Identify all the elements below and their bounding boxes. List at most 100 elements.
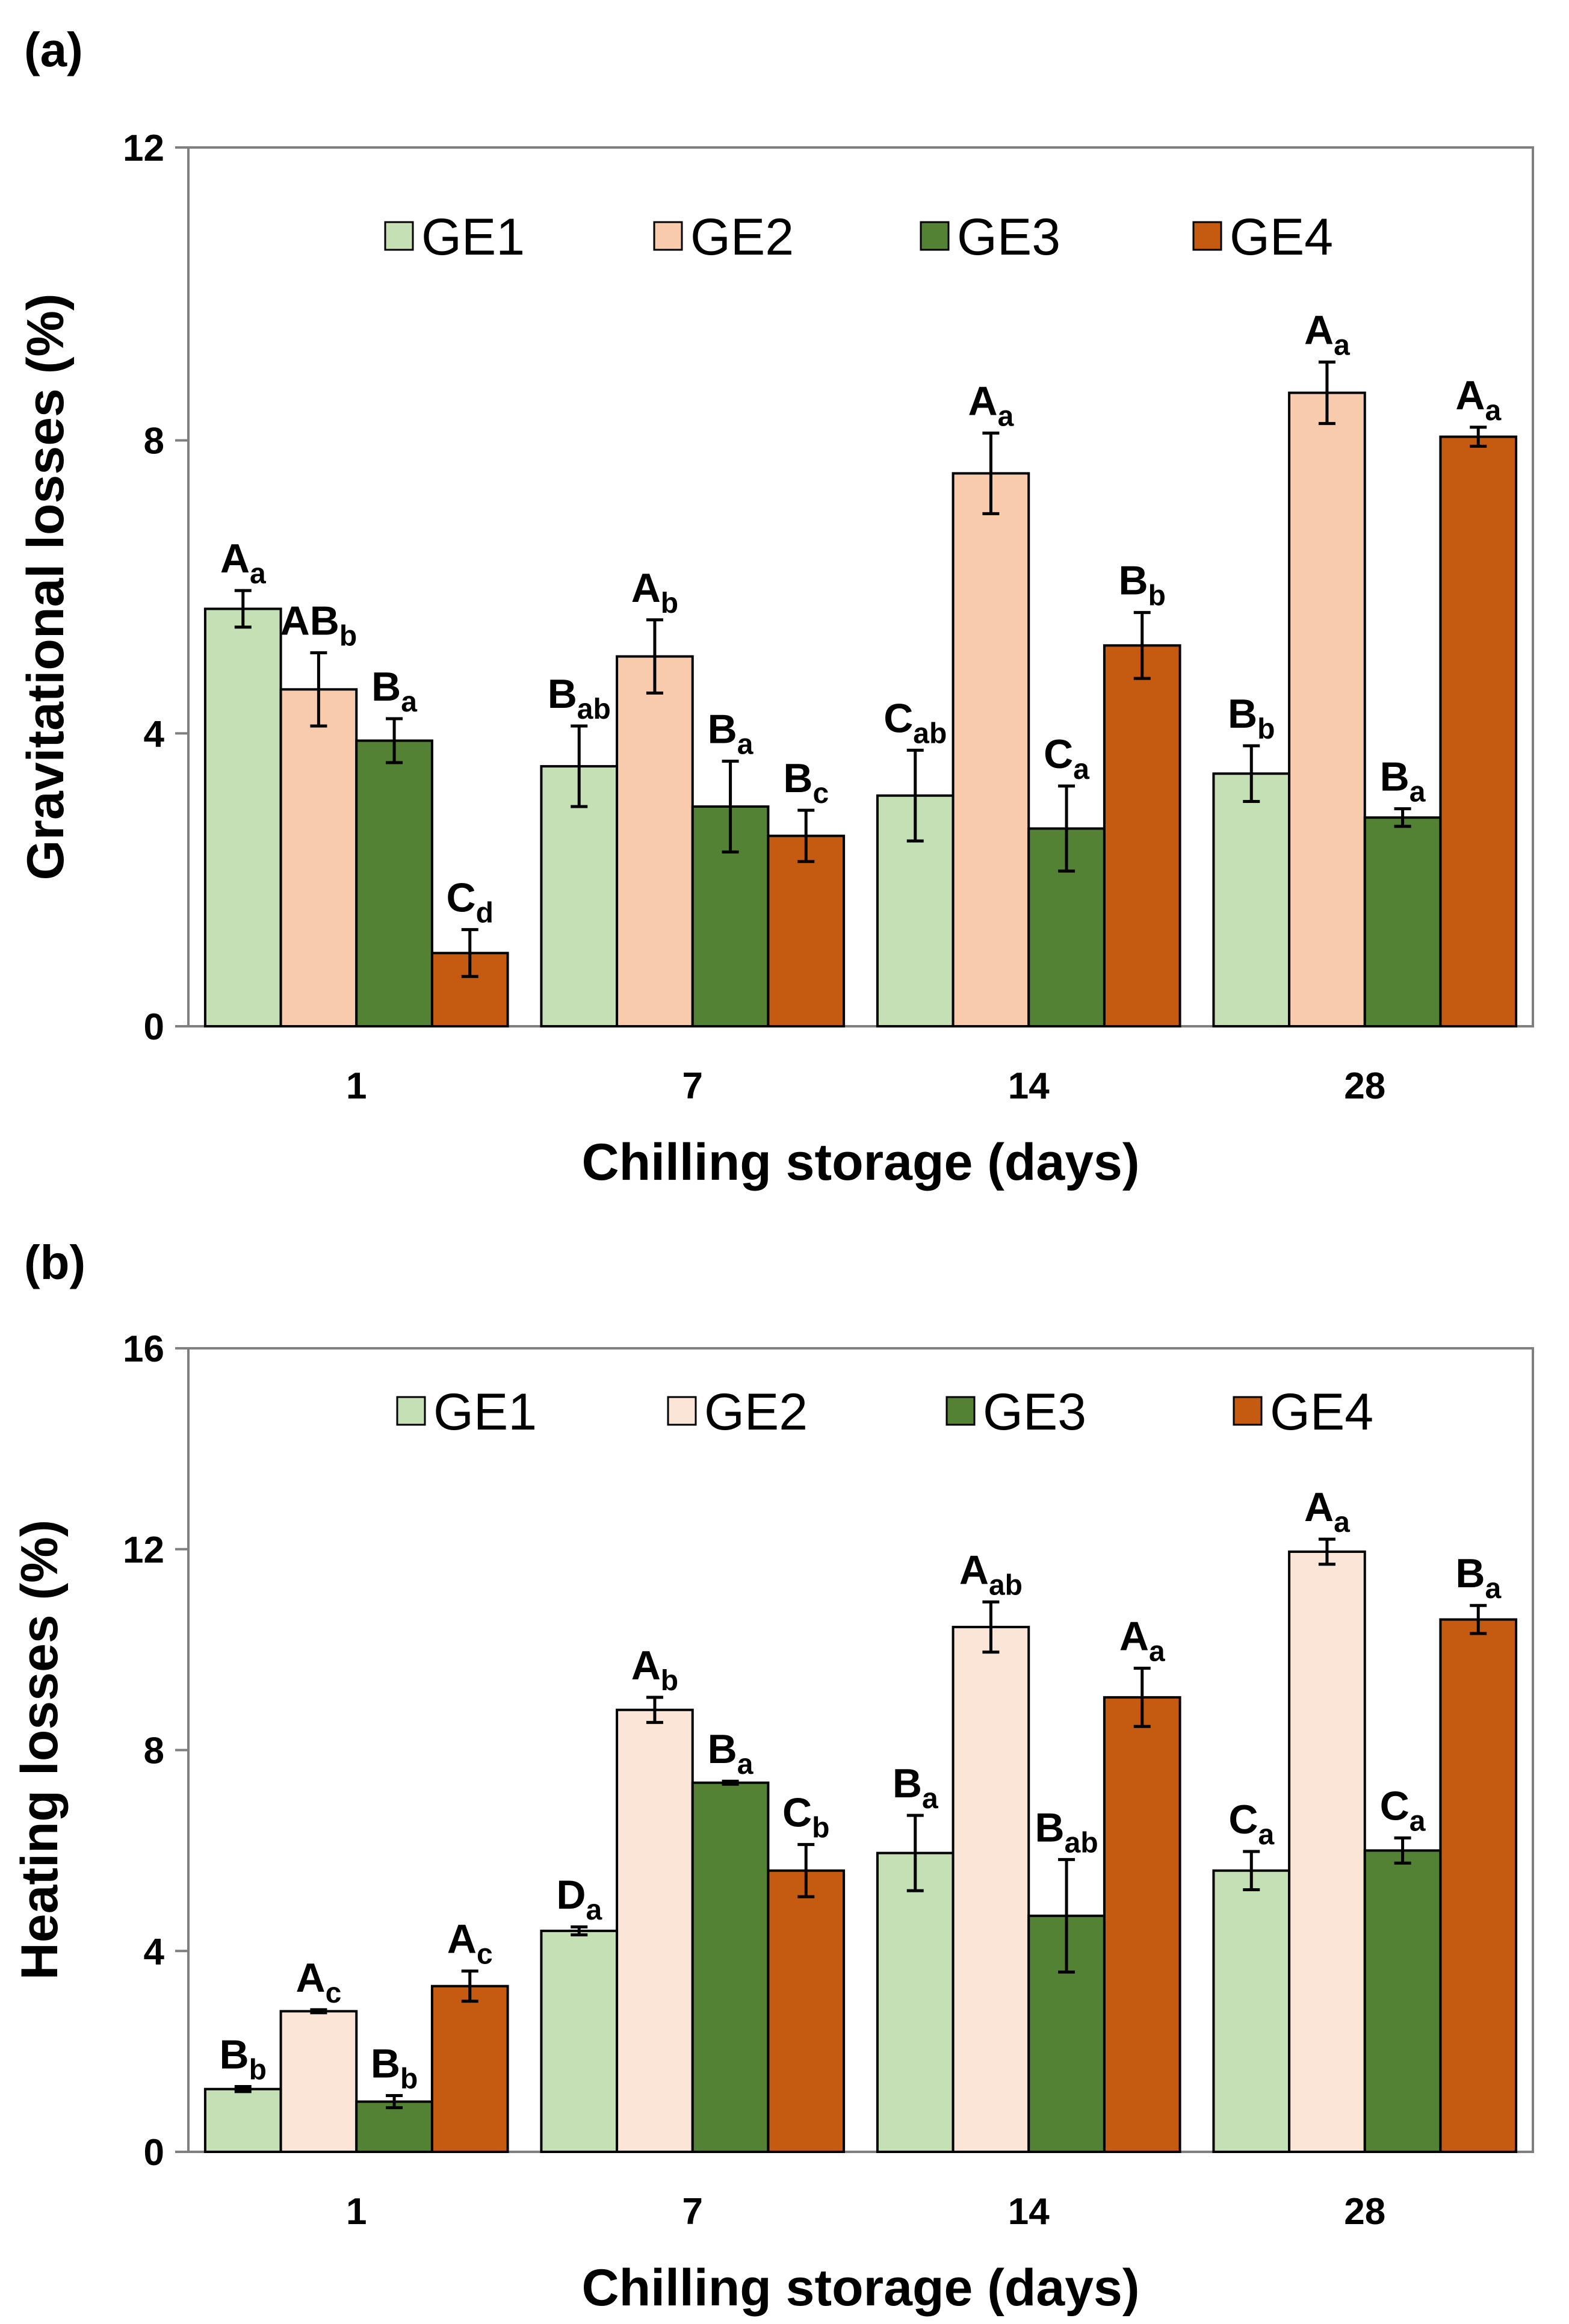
legend-swatch-ge1: [384, 221, 414, 251]
bar-ge3-day-28: [1363, 816, 1442, 1027]
bar-ge2-day-7: [616, 655, 694, 1028]
bar-ge4-day-7: [767, 834, 846, 1027]
x-axis-title: Chilling storage (days): [581, 1133, 1139, 1191]
legend-label-ge3: GE3: [983, 1383, 1086, 1441]
legend-label-ge3: GE3: [957, 208, 1060, 266]
significance-label: Ba: [371, 664, 417, 718]
y-tick-label: 12: [123, 1529, 164, 1571]
y-tick-label: 8: [144, 421, 164, 462]
bar-ge4-day-28: [1439, 1618, 1518, 2153]
significance-label: Da: [556, 1872, 602, 1926]
significance-label: Bc: [783, 755, 829, 810]
y-tick-label: 16: [123, 1328, 164, 1370]
bar-ge2-day-1: [279, 688, 358, 1028]
significance-label: Bb: [1228, 691, 1275, 745]
significance-label: Bab: [1035, 1805, 1098, 1859]
significance-label: Aa: [1304, 307, 1350, 361]
significance-label: Ba: [1455, 1551, 1501, 1605]
legend-label-ge2: GE2: [704, 1383, 808, 1441]
x-tick-label: 7: [682, 2191, 703, 2233]
legend-label-ge4: GE4: [1270, 1383, 1373, 1441]
significance-label: Ac: [447, 1917, 493, 1971]
significance-label: Ca: [1228, 1797, 1274, 1851]
significance-label: Ba: [708, 1726, 754, 1780]
significance-label: Ba: [893, 1761, 938, 1815]
y-tick-label: 4: [144, 713, 165, 755]
bar-ge1-day-1: [203, 2087, 282, 2153]
x-tick-label: 14: [1008, 2191, 1050, 2233]
legend-swatch-ge2: [653, 221, 683, 251]
bar-ge4-day-14: [1103, 1696, 1181, 2153]
significance-label: ABb: [280, 598, 357, 652]
plot-frame: [187, 146, 1534, 1027]
y-tick-label: 0: [144, 1006, 164, 1048]
y-tick-label: 12: [123, 128, 164, 169]
x-tick-label: 1: [346, 1065, 367, 1107]
x-axis-title: Chilling storage (days): [581, 2259, 1139, 2317]
x-tick-label: 1: [346, 2191, 367, 2233]
significance-label: Ca: [1044, 731, 1089, 786]
bar-ge4-day-14: [1103, 644, 1181, 1028]
bar-ge2-day-28: [1288, 1550, 1366, 2153]
legend-label-ge1: GE1: [433, 1383, 537, 1441]
significance-label: Ba: [708, 707, 754, 761]
bar-ge1-day-28: [1212, 1869, 1291, 2153]
significance-label: Bb: [220, 2032, 267, 2086]
significance-label: Aa: [1455, 373, 1501, 427]
bar-ge3-day-7: [691, 1781, 770, 2153]
bar-ge4-day-28: [1439, 435, 1518, 1027]
significance-label: Bb: [1119, 558, 1166, 612]
legend-label-ge4: GE4: [1230, 208, 1333, 266]
significance-label: Cd: [447, 875, 494, 929]
significance-label: Ab: [631, 565, 678, 619]
significance-label: Aab: [959, 1547, 1023, 1601]
panel-label: (b): [24, 1236, 85, 1289]
x-tick-label: 14: [1008, 1065, 1050, 1107]
chart-panel-b: (b) 0 4 8 12 16 Heating losses (%) Chilling sto…: [11, 1236, 1534, 2317]
x-tick-label: 28: [1344, 2191, 1385, 2233]
bar-ge1-day-1: [203, 607, 282, 1027]
bar-ge1-day-7: [540, 765, 619, 1028]
significance-label: Ab: [631, 1643, 678, 1697]
bar-ge1-day-14: [876, 1851, 955, 2153]
bar-ge3-day-1: [355, 739, 433, 1027]
x-tick-label: 7: [682, 1065, 703, 1107]
significance-label: Aa: [1304, 1484, 1350, 1538]
legend-swatch-ge3: [920, 221, 950, 251]
panel-label: (a): [24, 23, 83, 76]
legend-swatch-ge1: [396, 1396, 426, 1426]
bar-ge2-day-14: [952, 472, 1030, 1027]
y-axis-title: Gravitational losses (%): [17, 294, 75, 881]
significance-label: Cab: [884, 695, 947, 749]
legend-swatch-ge4: [1233, 1396, 1263, 1426]
significance-label: Bab: [548, 671, 611, 725]
significance-label: Bb: [371, 2041, 418, 2095]
significance-label: Aa: [220, 536, 266, 590]
legend-label-ge2: GE2: [690, 208, 794, 266]
bar-ge2-day-1: [279, 2010, 358, 2153]
significance-label: Ba: [1380, 754, 1426, 808]
y-tick-label: 8: [144, 1731, 164, 1772]
legend-swatch-ge3: [945, 1396, 976, 1426]
legend-swatch-ge4: [1192, 221, 1222, 251]
y-axis-title: Heating losses (%): [11, 1520, 69, 1980]
bar-ge1-day-28: [1212, 772, 1291, 1027]
bar-ge2-day-7: [616, 1708, 694, 2153]
bar-ge4-day-1: [430, 1985, 509, 2153]
significance-label: Aa: [968, 379, 1014, 433]
x-tick-label: 28: [1344, 1065, 1385, 1107]
legend-label-ge1: GE1: [421, 208, 525, 266]
significance-label: Cb: [782, 1789, 829, 1844]
bar-ge4-day-7: [767, 1869, 846, 2153]
bar-ge2-day-14: [952, 1626, 1030, 2153]
bar-ge3-day-28: [1363, 1849, 1442, 2153]
y-tick-label: 4: [144, 1931, 165, 1972]
significance-label: Ac: [296, 1955, 342, 2009]
bar-ge1-day-7: [540, 1929, 619, 2153]
bar-ge2-day-28: [1288, 391, 1366, 1027]
y-tick-label: 0: [144, 2132, 164, 2174]
chart-panel-a: (a) 0 4 8 12 Gravitational losses (%) Chilling…: [17, 23, 1534, 1191]
significance-label: Aa: [1119, 1613, 1165, 1667]
significance-label: Ca: [1380, 1783, 1426, 1838]
